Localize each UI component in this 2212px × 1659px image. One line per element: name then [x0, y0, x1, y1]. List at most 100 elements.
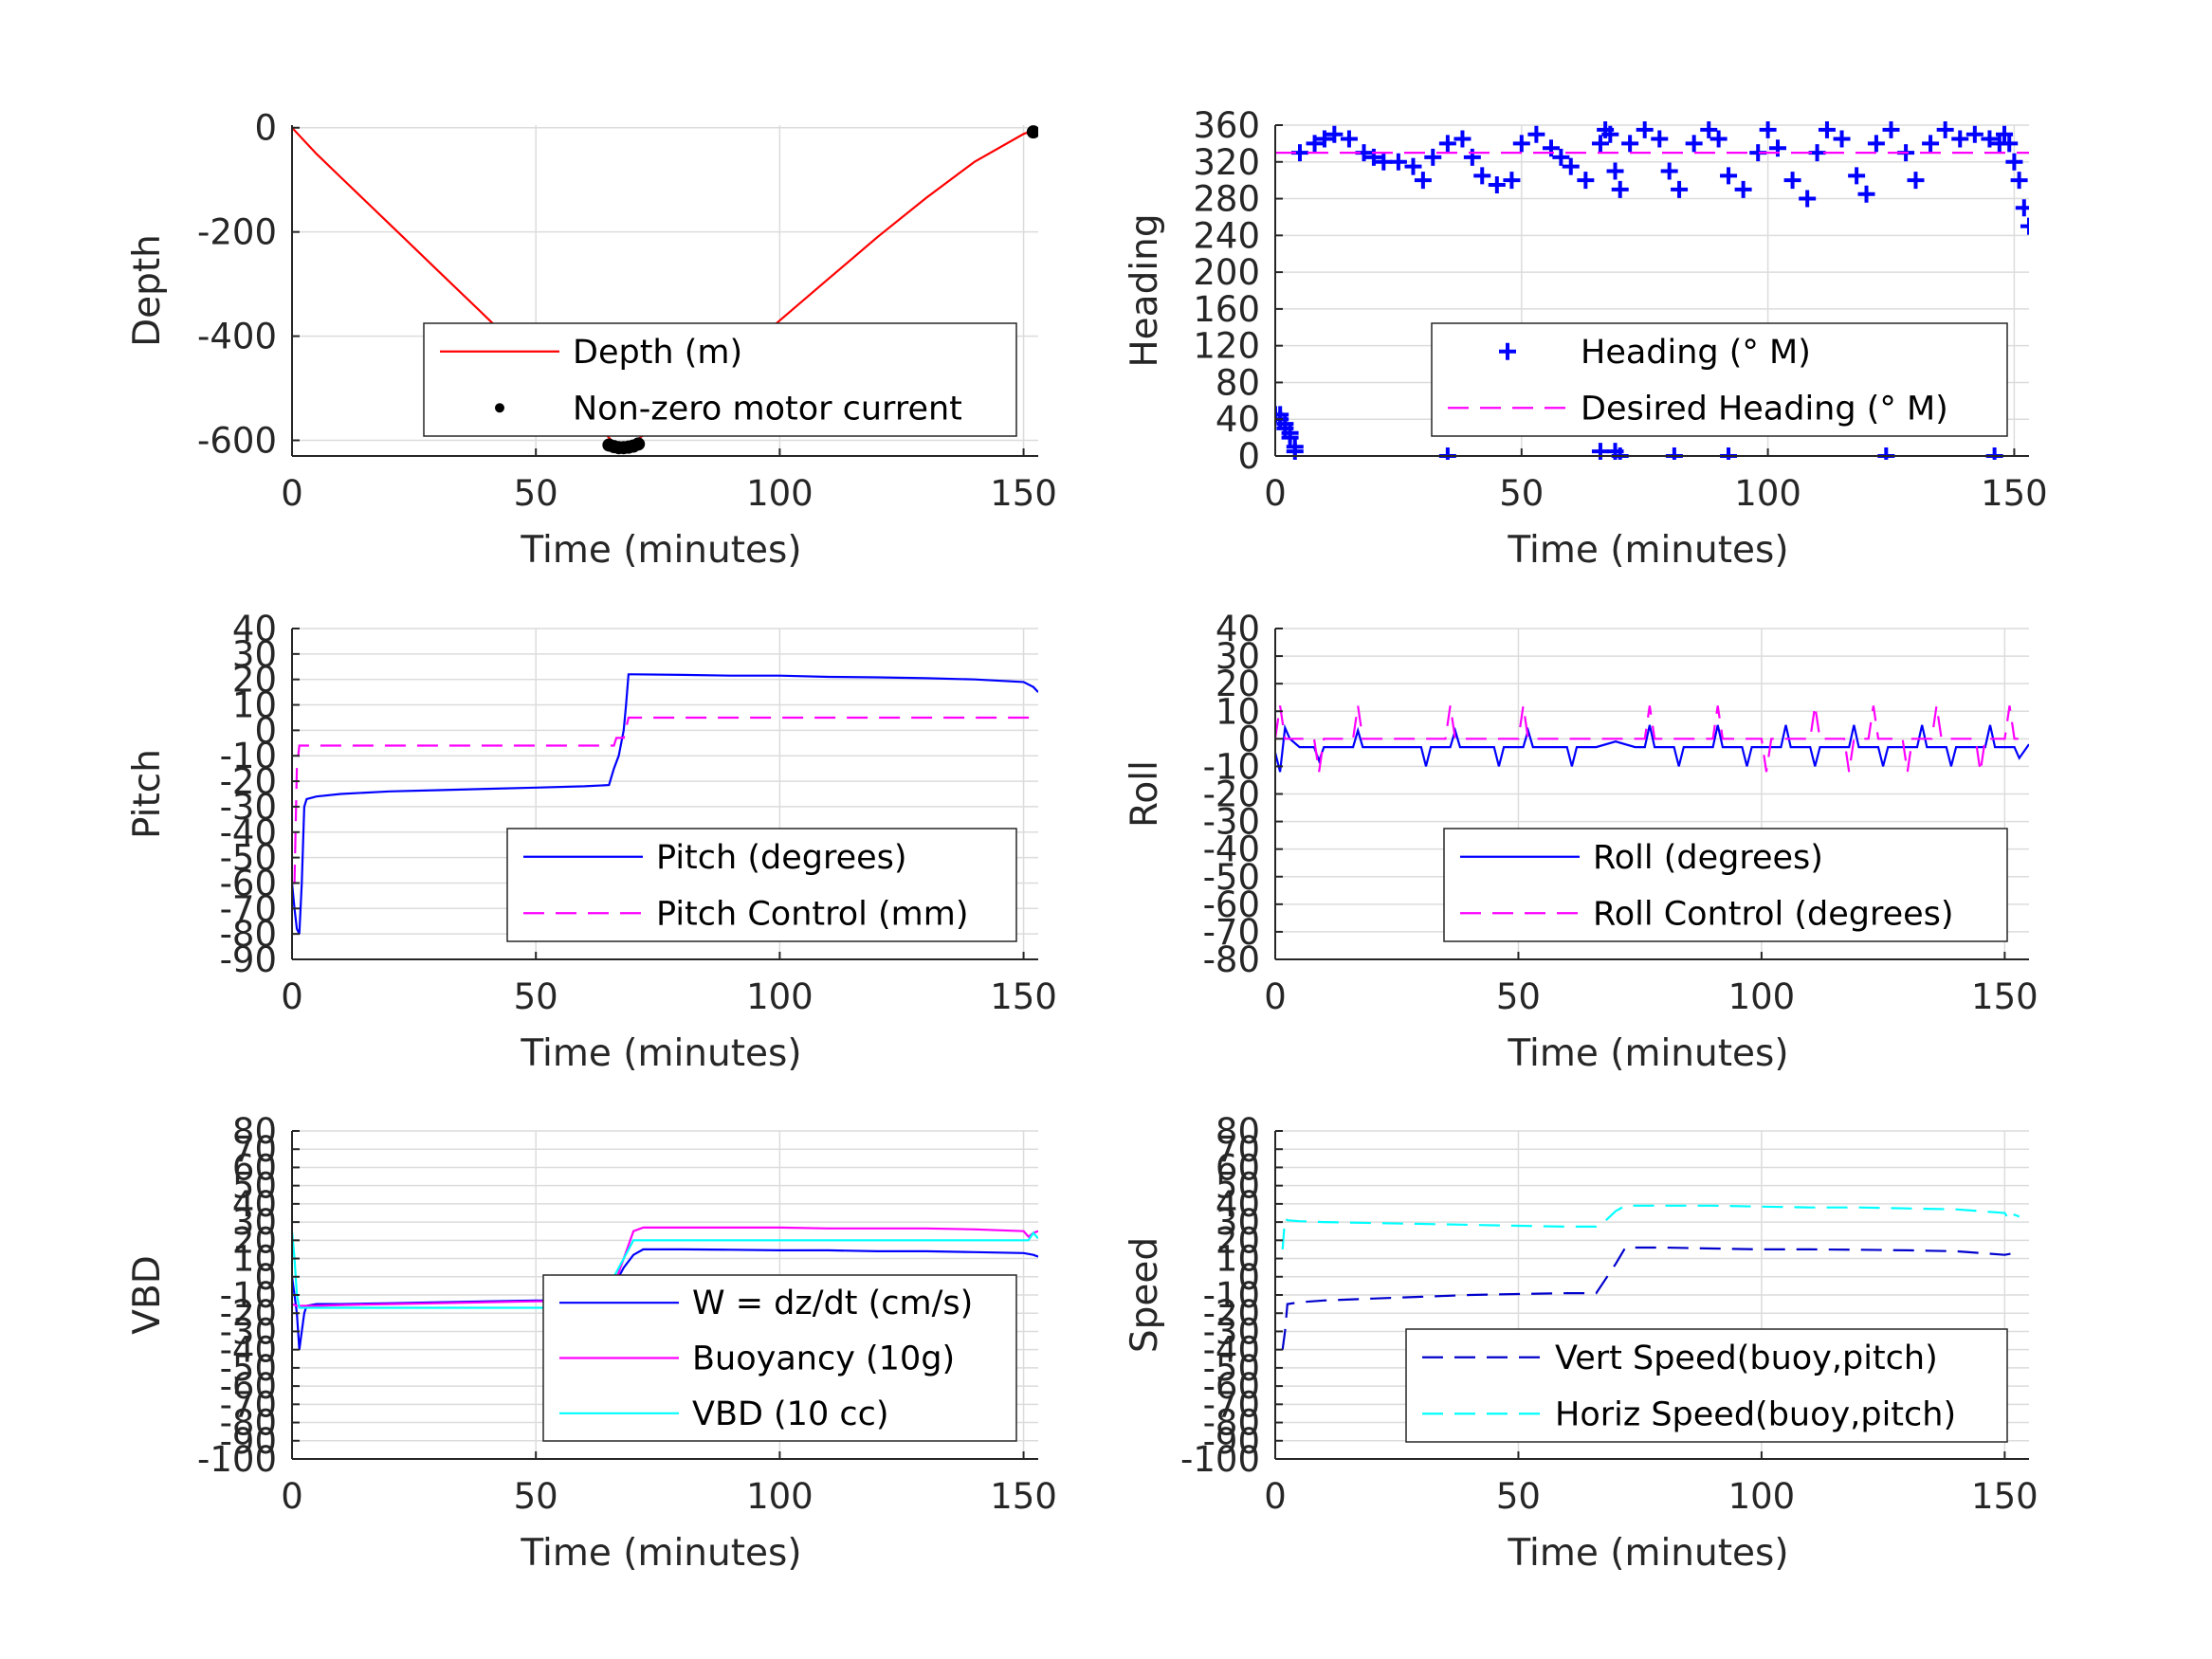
subplot-4: 0 50 100 150403020100-10-20-30-40-50-60-70-…	[1124, 609, 2038, 1075]
series-line-2	[1281, 1204, 2020, 1249]
legend-label: Vert Speed(buoy,pitch)	[1555, 1340, 1938, 1377]
heading-point	[1700, 121, 1718, 138]
x-tick-label: 50	[1499, 473, 1544, 514]
x-tick-label: 0	[1264, 473, 1287, 514]
y-tick-label: 80	[1216, 362, 1260, 403]
heading-point	[1636, 121, 1654, 138]
x-axis-label: Time (minutes)	[520, 529, 801, 572]
legend-marker	[1499, 342, 1516, 360]
y-tick-label: 20	[1216, 1220, 1260, 1261]
heading-point	[1783, 172, 1801, 190]
heading-point	[1981, 130, 1999, 148]
heading-point	[1601, 125, 1619, 143]
y-tick-label: 10	[1216, 1239, 1260, 1280]
heading-point	[1799, 190, 1817, 208]
heading-point	[1996, 125, 2014, 143]
y-tick-label: -40	[1203, 1330, 1260, 1371]
y-tick-label: 20	[232, 1220, 277, 1261]
heading-point	[1275, 406, 1289, 424]
y-tick-label: 50	[1216, 1166, 1260, 1207]
legend-label: Roll Control (degrees)	[1593, 895, 1954, 933]
y-tick-label: -30	[220, 1311, 277, 1352]
heading-point	[2010, 172, 2028, 190]
heading-point	[1577, 172, 1595, 190]
legend-label: Horiz Speed(buoy,pitch)	[1555, 1395, 1956, 1433]
heading-point	[1818, 121, 1836, 138]
motor-current-point	[631, 437, 646, 451]
y-tick-label: -50	[1203, 857, 1260, 898]
y-axis-label: VBD	[126, 1255, 169, 1334]
y-tick-label: 40	[232, 1184, 277, 1225]
heading-point	[1591, 135, 1609, 153]
y-tick-label: 50	[232, 1166, 277, 1207]
y-tick-label: -80	[220, 1403, 277, 1444]
heading-point	[1867, 135, 1885, 153]
heading-point	[1922, 135, 1940, 153]
y-tick-label: -30	[1203, 802, 1260, 843]
y-tick-label: 70	[1216, 1129, 1260, 1170]
heading-point	[1389, 153, 1407, 171]
heading-point	[1951, 130, 1969, 148]
y-tick-label: -70	[1203, 912, 1260, 953]
heading-point	[1936, 121, 1954, 138]
y-tick-label: 70	[232, 1129, 277, 1170]
heading-point	[1473, 167, 1491, 185]
x-tick-label: 100	[746, 1476, 814, 1517]
heading-point	[1709, 130, 1728, 148]
y-tick-label: 10	[1216, 691, 1260, 732]
heading-point	[1503, 172, 1521, 190]
y-tick-label: -30	[1203, 1311, 1260, 1352]
y-tick-label: -60	[1203, 1366, 1260, 1407]
y-tick-label: -90	[220, 1421, 277, 1462]
heading-point	[1621, 135, 1639, 153]
heading-point	[1591, 443, 1609, 460]
y-tick-label: -50	[220, 838, 277, 879]
y-tick-label: -400	[197, 317, 277, 357]
x-axis-label: Time (minutes)	[520, 1032, 801, 1075]
heading-point	[2020, 217, 2029, 235]
x-tick-label: 100	[1728, 976, 1796, 1017]
y-tick-label: -20	[220, 1293, 277, 1334]
y-tick-label: -10	[220, 1275, 277, 1316]
y-tick-label: 30	[1216, 1202, 1260, 1243]
y-tick-label: 40	[1216, 609, 1260, 649]
y-tick-label: 360	[1193, 105, 1260, 146]
y-tick-label: -90	[220, 939, 277, 980]
y-tick-label: -80	[220, 914, 277, 955]
legend-box	[1405, 1328, 2008, 1443]
series-group	[1275, 705, 2029, 773]
y-tick-label: -600	[197, 421, 277, 462]
x-tick-label: 100	[746, 473, 814, 514]
y-axis-label: Speed	[1124, 1237, 1166, 1353]
y-tick-label: -40	[220, 1330, 277, 1371]
heading-point	[1527, 125, 1545, 143]
heading-point	[1882, 121, 1900, 138]
x-tick-label: 0	[1264, 1476, 1287, 1517]
y-tick-label: -50	[1203, 1348, 1260, 1389]
x-tick-label: 50	[514, 976, 558, 1017]
y-tick-label: 10	[232, 685, 277, 726]
x-axis-label: Time (minutes)	[1507, 529, 1788, 572]
y-tick-label: 120	[1193, 326, 1260, 367]
series-group	[292, 125, 1038, 455]
y-tick-label: 10	[232, 1239, 277, 1280]
legend-box	[506, 828, 1017, 942]
y-tick-label: 240	[1193, 215, 1260, 256]
y-tick-label: -20	[1203, 1293, 1260, 1334]
x-tick-label: 150	[1971, 1476, 2038, 1517]
y-axis-label: Pitch	[126, 749, 169, 839]
series-line-1	[1281, 1246, 2020, 1350]
subplot-3: 0 50 100 150403020100-10-20-30-40-50-60-70-…	[126, 609, 1057, 1075]
legend: Heading (° M) Desired Heading (° M)	[1431, 322, 2008, 437]
heading-point	[1364, 148, 1382, 166]
heading-point	[1685, 135, 1703, 153]
series-group	[1281, 1204, 2020, 1350]
heading-point	[1404, 157, 1422, 175]
heading-point	[1306, 135, 1324, 153]
heading-point	[1857, 185, 1875, 203]
legend-label: Pitch Control (mm)	[656, 895, 968, 933]
y-tick-label: -40	[220, 812, 277, 853]
y-tick-label: 320	[1193, 142, 1260, 183]
heading-point	[1734, 180, 1752, 198]
